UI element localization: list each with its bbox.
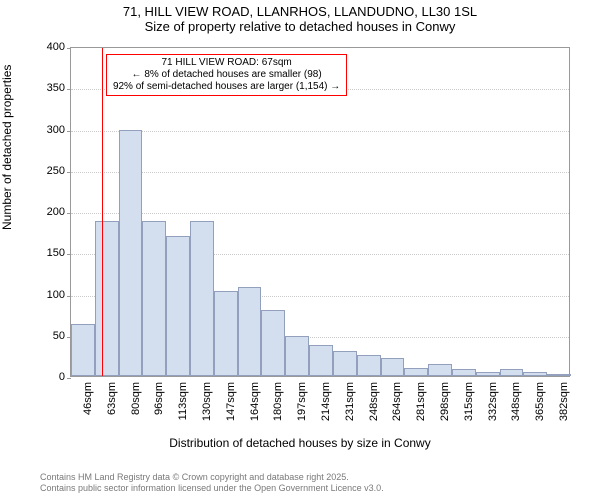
x-tick-label: 231sqm xyxy=(344,382,356,421)
x-tick-label: 96sqm xyxy=(153,382,165,415)
histogram-bar xyxy=(500,369,524,376)
histogram-bar xyxy=(357,355,381,376)
histogram-bar xyxy=(547,374,571,376)
x-tick-label: 365sqm xyxy=(534,382,546,421)
chart-title: 71, HILL VIEW ROAD, LLANRHOS, LLANDUDNO,… xyxy=(0,0,600,36)
x-axis-label: Distribution of detached houses by size … xyxy=(0,436,600,450)
x-tick-label: 63sqm xyxy=(106,382,118,415)
footer-attribution: Contains HM Land Registry data © Crown c… xyxy=(40,472,384,495)
footer-line1: Contains HM Land Registry data © Crown c… xyxy=(40,472,384,483)
x-tick-label: 332sqm xyxy=(487,382,499,421)
x-tick-label: 164sqm xyxy=(249,382,261,421)
footer-line2: Contains public sector information licen… xyxy=(40,483,384,494)
callout-line3: 92% of semi-detached houses are larger (… xyxy=(113,81,340,93)
callout-line2: ← 8% of detached houses are smaller (98) xyxy=(113,69,340,81)
histogram-bar xyxy=(309,345,333,376)
histogram-bar xyxy=(523,372,547,376)
y-tick-label: 300 xyxy=(35,124,65,136)
histogram-bar xyxy=(95,221,119,376)
x-tick-label: 315sqm xyxy=(463,382,475,421)
y-tick-label: 100 xyxy=(35,289,65,301)
x-tick-label: 214sqm xyxy=(320,382,332,421)
x-tick-label: 180sqm xyxy=(272,382,284,421)
x-tick-label: 264sqm xyxy=(391,382,403,421)
y-tick-label: 350 xyxy=(35,82,65,94)
y-tick-label: 0 xyxy=(35,371,65,383)
histogram-bar xyxy=(476,372,500,376)
bars-container xyxy=(71,48,569,376)
histogram-bar xyxy=(381,358,405,376)
callout-box: 71 HILL VIEW ROAD: 67sqm ← 8% of detache… xyxy=(106,54,347,96)
histogram-bar xyxy=(238,287,262,376)
plot-area: 71 HILL VIEW ROAD: 67sqm ← 8% of detache… xyxy=(70,47,570,377)
histogram-bar xyxy=(452,369,476,376)
callout-line1: 71 HILL VIEW ROAD: 67sqm xyxy=(113,57,340,69)
y-tick-label: 250 xyxy=(35,165,65,177)
histogram-bar xyxy=(214,291,238,376)
histogram-bar xyxy=(71,324,95,376)
x-tick-label: 248sqm xyxy=(368,382,380,421)
x-tick-label: 46sqm xyxy=(82,382,94,415)
x-tick-label: 113sqm xyxy=(177,382,189,420)
histogram-bar xyxy=(333,351,357,376)
marker-line xyxy=(102,48,103,376)
histogram-bar xyxy=(428,364,452,376)
x-tick-label: 147sqm xyxy=(225,382,237,421)
y-tick-label: 50 xyxy=(35,330,65,342)
histogram-bar xyxy=(261,310,285,376)
x-tick-label: 130sqm xyxy=(201,382,213,421)
y-tick-label: 400 xyxy=(35,41,65,53)
histogram-bar xyxy=(190,221,214,376)
histogram-bar xyxy=(166,236,190,376)
y-tick-label: 150 xyxy=(35,247,65,259)
x-tick-label: 197sqm xyxy=(296,382,308,421)
x-tick-label: 281sqm xyxy=(415,382,427,421)
x-tick-label: 80sqm xyxy=(130,382,142,415)
y-tick-label: 200 xyxy=(35,206,65,218)
x-tick-label: 298sqm xyxy=(439,382,451,421)
x-tick-label: 382sqm xyxy=(558,382,570,421)
histogram-bar xyxy=(142,221,166,376)
title-line2: Size of property relative to detached ho… xyxy=(0,19,600,34)
x-tick-label: 348sqm xyxy=(510,382,522,421)
histogram-bar xyxy=(404,368,428,376)
title-line1: 71, HILL VIEW ROAD, LLANRHOS, LLANDUDNO,… xyxy=(0,4,600,19)
y-axis-label: Number of detached properties xyxy=(0,65,14,230)
histogram-bar xyxy=(285,336,309,376)
chart-area: 050100150200250300350400 71 HILL VIEW RO… xyxy=(40,42,570,422)
histogram-bar xyxy=(119,130,143,376)
